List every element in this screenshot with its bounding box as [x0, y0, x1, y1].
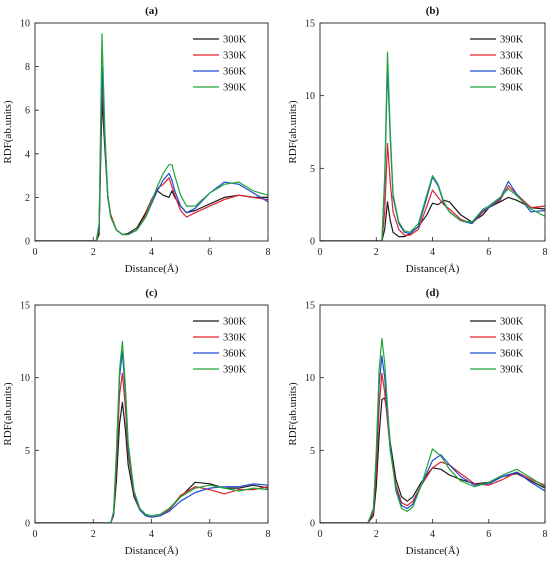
y-tick-label: 4 [25, 149, 30, 160]
series-line-330K [35, 79, 268, 241]
series-line-330K [320, 372, 545, 523]
panel-label: (c) [145, 287, 158, 299]
y-tick-label: 15 [305, 19, 315, 30]
legend-label: 330K [223, 51, 247, 62]
legend-label: 390K [500, 83, 524, 94]
x-tick-label: 2 [374, 529, 379, 540]
legend-label: 300K [223, 317, 247, 328]
y-tick-label: 15 [20, 301, 30, 312]
series-group [320, 337, 545, 523]
chart-panel-1: (a) 0 2 4 6 8 0 2 4 6 8 10 Distance(Å) RDF(ab.units) 3… [2, 5, 271, 275]
chart-panel-2: (b) 0 2 4 6 8 0 5 10 15 Distance(Å) RDF(ab.units) 39… [287, 5, 548, 275]
y-tick-label: 5 [25, 446, 30, 457]
series-group [35, 33, 268, 241]
legend-label: 360K [500, 67, 524, 78]
series-line-390K [35, 340, 268, 523]
legend: 300K 330K 360K 390K [193, 317, 247, 376]
x-tick-label: 2 [91, 247, 96, 258]
x-tick-label: 8 [266, 529, 271, 540]
x-tick-label: 4 [149, 247, 154, 258]
y-axis-title: RDF(ab.units) [287, 382, 299, 446]
x-tick-label: 2 [374, 247, 379, 258]
series-line-330K [35, 372, 268, 523]
series-group [320, 51, 545, 241]
panel-label: (d) [426, 287, 440, 299]
y-tick-label: 10 [305, 91, 315, 102]
legend-label: 360K [223, 67, 247, 78]
legend-label: 390K [500, 365, 524, 376]
y-tick-label: 0 [25, 519, 30, 530]
y-axis-title: RDF(ab.units) [2, 100, 14, 164]
y-tick-label: 10 [305, 373, 315, 384]
series-line-360K [35, 350, 268, 523]
series-line-390K [320, 337, 545, 523]
series-line-390K [320, 196, 545, 241]
y-tick-label: 5 [310, 164, 315, 175]
y-tick-label: 5 [310, 446, 315, 457]
x-axis-title: Distance(Å) [406, 263, 460, 275]
legend-label: 360K [500, 349, 524, 360]
series-line-390K [35, 33, 268, 241]
series-line-300K [35, 98, 268, 241]
x-tick-label: 8 [543, 529, 548, 540]
x-tick-label: 4 [430, 529, 435, 540]
panel-label: (a) [145, 5, 158, 17]
y-tick-label: 2 [25, 193, 30, 204]
y-tick-label: 10 [20, 19, 30, 30]
legend: 300K 330K 360K 390K [193, 35, 247, 94]
legend-label: 300K [500, 317, 524, 328]
series-group [35, 340, 268, 523]
x-tick-label: 0 [318, 529, 323, 540]
y-tick-label: 15 [305, 301, 315, 312]
x-tick-label: 4 [149, 529, 154, 540]
chart-panel-4: (d) 0 2 4 6 8 0 5 10 15 Distance(Å) RDF(ab.units) 30… [287, 287, 548, 557]
x-axis-title: Distance(Å) [125, 545, 179, 557]
legend-label: 360K [223, 349, 247, 360]
x-tick-label: 0 [33, 247, 38, 258]
x-tick-label: 0 [318, 247, 323, 258]
y-axis-title: RDF(ab.units) [2, 382, 14, 446]
x-tick-label: 6 [207, 247, 212, 258]
series-line-330K [320, 143, 545, 241]
y-tick-label: 0 [25, 237, 30, 248]
y-tick-label: 0 [310, 237, 315, 248]
y-tick-label: 0 [310, 519, 315, 530]
legend: 300K 330K 360K 390K [470, 317, 524, 376]
x-tick-label: 6 [486, 247, 491, 258]
x-tick-label: 6 [207, 529, 212, 540]
series-line-390K [320, 51, 545, 241]
legend-label: 390K [500, 35, 524, 46]
legend-label: 330K [500, 51, 524, 62]
x-axis-title: Distance(Å) [406, 545, 460, 557]
y-tick-label: 10 [20, 373, 30, 384]
series-line-360K [320, 355, 545, 523]
chart-panel-3: (c) 0 2 4 6 8 0 5 10 15 Distance(Å) RDF(ab.units) 30… [2, 287, 271, 557]
x-tick-label: 8 [266, 247, 271, 258]
y-tick-label: 8 [25, 62, 30, 73]
legend: 390K 330K 360K 390K [470, 35, 524, 94]
x-tick-label: 0 [33, 529, 38, 540]
x-tick-label: 2 [91, 529, 96, 540]
y-axis-title: RDF(ab.units) [287, 100, 299, 164]
legend-label: 300K [223, 35, 247, 46]
legend-label: 330K [500, 333, 524, 344]
x-tick-label: 6 [486, 529, 491, 540]
legend-label: 390K [223, 83, 247, 94]
legend-label: 390K [223, 365, 247, 376]
series-line-300K [35, 401, 268, 523]
panel-label: (b) [426, 5, 440, 17]
legend-label: 330K [223, 333, 247, 344]
x-tick-label: 8 [543, 247, 548, 258]
x-axis-title: Distance(Å) [125, 263, 179, 275]
y-tick-label: 6 [25, 106, 30, 117]
x-tick-label: 4 [430, 247, 435, 258]
